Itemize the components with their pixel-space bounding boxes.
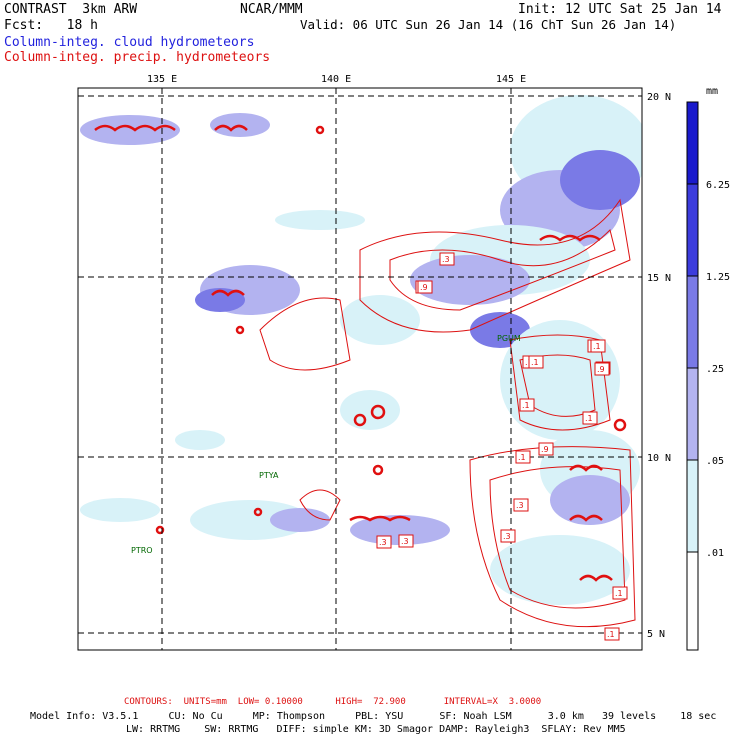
colorbar-band-4 xyxy=(687,368,698,460)
lat-label-20n: 20 N xyxy=(647,92,671,103)
lat-label-5n: 5 N xyxy=(647,629,665,640)
station-ptya: PTYA xyxy=(259,471,279,480)
colorbar-band-6 xyxy=(687,552,698,650)
colorbar: mm 6.25 1.25 .25 .05 .01 xyxy=(686,86,730,651)
contour-label-box xyxy=(582,411,598,425)
contour-label-box xyxy=(417,280,433,294)
colorbar-band-5 xyxy=(687,460,698,552)
contour-label: .9 xyxy=(420,283,428,292)
contour-label: .1 xyxy=(607,630,615,639)
contour-label: .1 xyxy=(593,342,601,351)
contour-label: .1 xyxy=(615,589,623,598)
cloud-field xyxy=(80,95,642,605)
contour-label: .3 xyxy=(401,537,409,546)
contour-label: .1 xyxy=(531,358,539,367)
contour-label: .3 xyxy=(379,538,387,547)
contour-label: .3 xyxy=(442,255,450,264)
lon-label-135: 135 E xyxy=(147,74,177,85)
contour-label-box xyxy=(590,339,606,353)
colorbar-unit: mm xyxy=(706,86,718,97)
colorbar-label-6.25: 6.25 xyxy=(706,180,730,191)
contour-label: .1 xyxy=(522,401,530,410)
graticule xyxy=(78,88,642,650)
colorbar-band-3 xyxy=(687,276,698,368)
colorbar-label-1.25: 1.25 xyxy=(706,272,730,283)
colorbar-label-.01: .01 xyxy=(706,548,724,559)
organization-label: NCAR/MMM xyxy=(240,2,303,17)
lat-label-10n: 10 N xyxy=(647,453,671,464)
lat-label-15n: 15 N xyxy=(647,273,671,284)
colorbar-band-1 xyxy=(687,102,698,184)
station-pgum: PGUM xyxy=(497,334,521,343)
model-info-line2: LW: RRTMG SW: RRTMG DIFF: simple KM: 3D … xyxy=(126,724,626,735)
contour-label-box xyxy=(538,442,554,456)
map-frame xyxy=(77,87,643,651)
contour-label-box xyxy=(376,535,392,549)
contour-info: CONTOURS: UNITS=mm LOW= 0.10000 HIGH= 72… xyxy=(124,697,542,707)
contour-label: .1 xyxy=(518,453,526,462)
contour-label: .3 xyxy=(503,532,511,541)
contour-label: .9 xyxy=(597,365,605,374)
contour-label-box xyxy=(515,450,531,464)
contour-label-box xyxy=(398,534,414,548)
contour-label-box xyxy=(439,252,455,266)
legend-precip-hydrometeors: Column-integ. precip. hydrometeors xyxy=(4,50,271,65)
forecast-hour: Fcst: 18 h xyxy=(4,18,98,33)
contour-label-box xyxy=(519,398,535,412)
contour-label: .3 xyxy=(516,501,524,510)
model-info-line1: Model Info: V3.5.1 CU: No Cu MP: Thompso… xyxy=(30,711,717,722)
lon-label-140: 140 E xyxy=(321,74,351,85)
lon-label-145: 145 E xyxy=(496,74,526,85)
contour-label-box xyxy=(604,627,620,641)
colorbar-label-.05: .05 xyxy=(706,456,724,467)
valid-time: Valid: 06 UTC Sun 26 Jan 14 (16 ChT Sun … xyxy=(300,17,677,32)
contour-label-box xyxy=(500,529,516,543)
colorbar-band-2 xyxy=(687,184,698,276)
contour-label-box xyxy=(513,498,529,512)
contour-labels: .3.9.1.1.9.1.1.9.1.9.1.3.1.3.3.1.1.3.9 xyxy=(376,252,628,641)
intense-precip-cells xyxy=(94,124,627,582)
contour-label: .1 xyxy=(585,414,593,423)
legend-cloud-hydrometeors: Column-integ. cloud hydrometeors xyxy=(4,35,255,50)
contour-label-box xyxy=(594,362,610,376)
station-ptro: PTRO xyxy=(131,546,153,555)
contour-label-box xyxy=(528,355,544,369)
colorbar-label-.25: .25 xyxy=(706,364,724,375)
contour-label-box xyxy=(612,586,628,600)
contour-label: .9 xyxy=(541,445,549,454)
model-title: CONTRAST 3km ARW xyxy=(4,2,138,17)
init-time: Init: 12 UTC Sat 25 Jan 14 xyxy=(518,2,722,17)
